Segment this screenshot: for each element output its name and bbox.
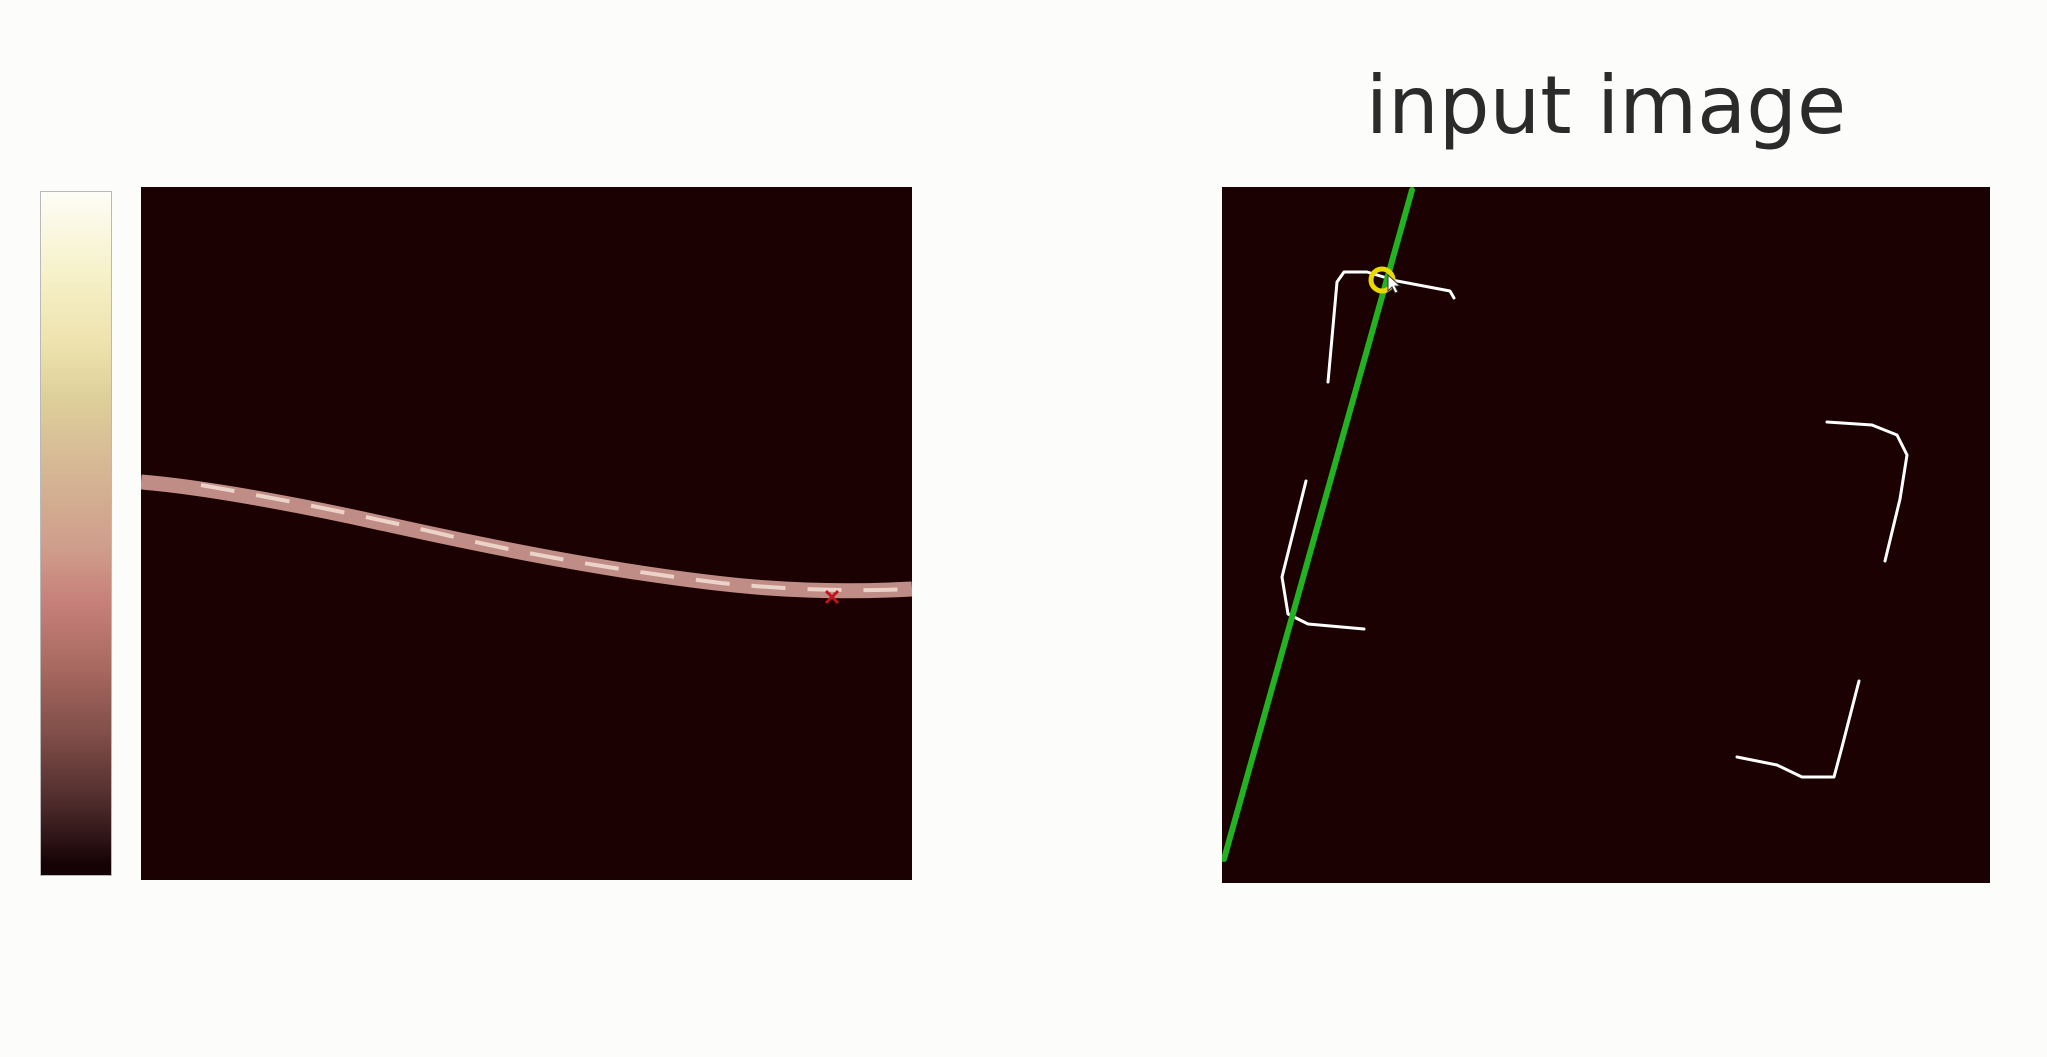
hough-sinusoid-curve — [141, 474, 912, 599]
mouse-cursor-icon — [1368, 266, 1402, 294]
hough-accumulator-plot — [141, 474, 912, 605]
accumulator-colorbar — [40, 191, 112, 876]
hough-accumulator-panel — [141, 187, 912, 880]
edge-segment-top-left — [1326, 270, 1456, 384]
input-image-title: input image — [1365, 59, 1847, 152]
edge-segment-top-right — [1825, 420, 1909, 563]
hough-sinusoid-curve-highlight — [200, 483, 912, 593]
input-image-panel[interactable] — [1222, 187, 1990, 883]
detected-hough-line — [1222, 187, 1415, 862]
cross-marker-icon — [824, 589, 840, 605]
edge-segment-bottom-left — [1280, 479, 1366, 631]
edge-segment-bottom-right — [1735, 679, 1861, 779]
input-image-canvas[interactable] — [1222, 187, 1990, 883]
